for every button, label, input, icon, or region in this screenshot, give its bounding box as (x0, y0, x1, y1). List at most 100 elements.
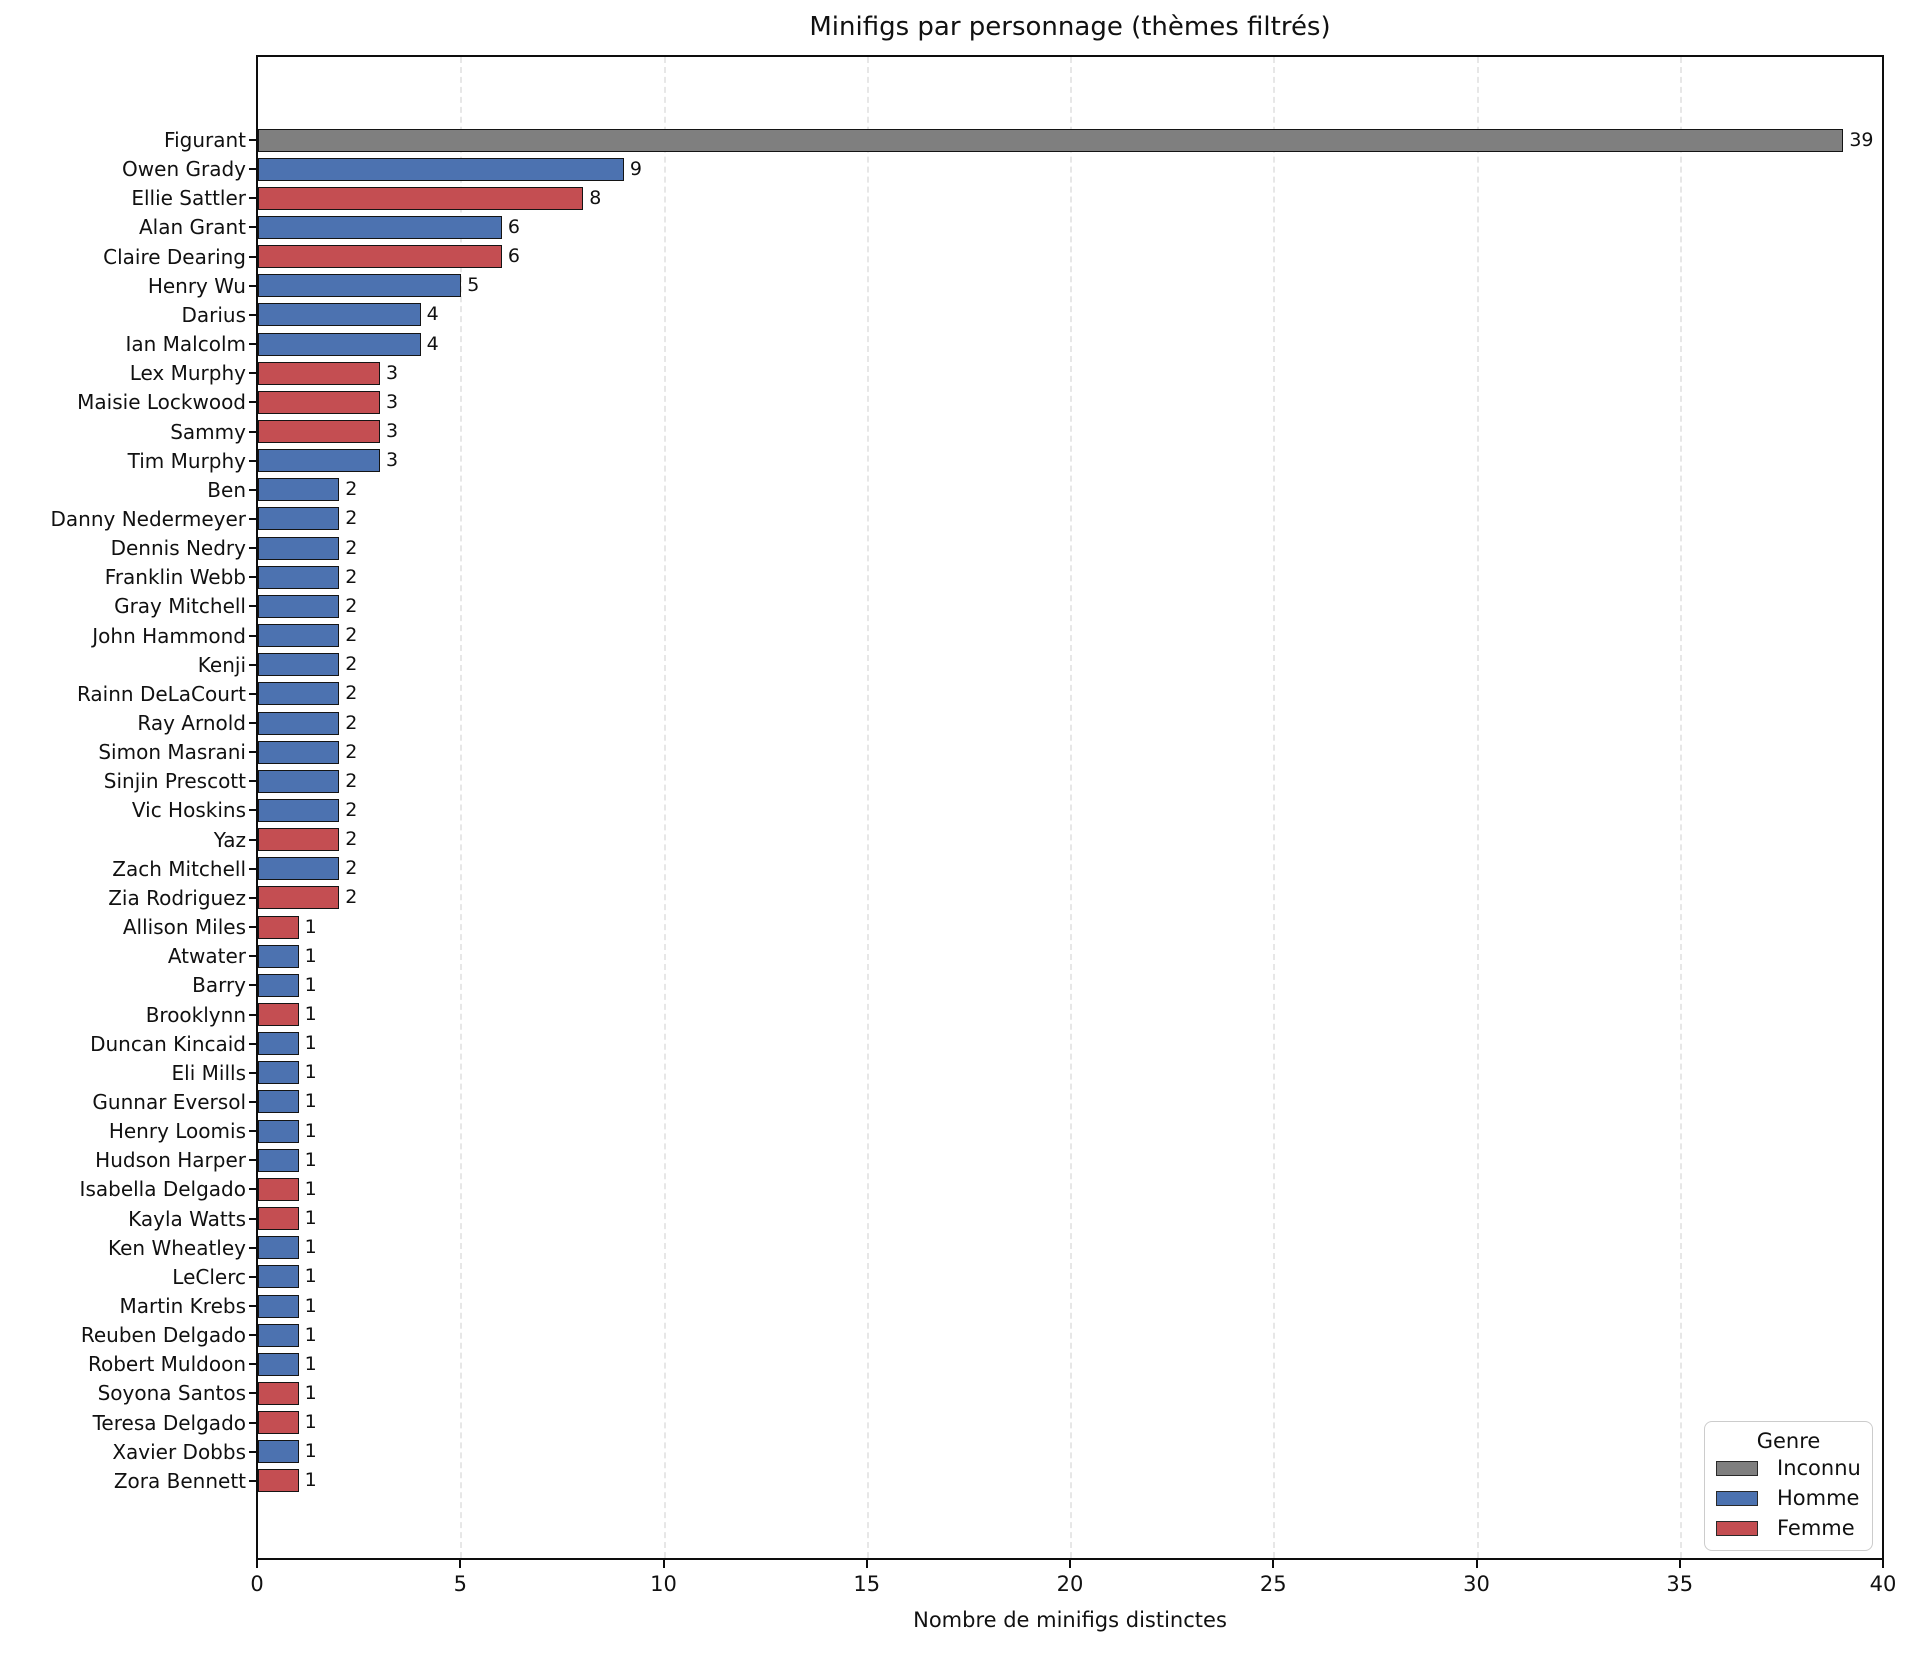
x-tick-mark (1475, 1560, 1478, 1568)
y-tick-mark (249, 1071, 257, 1074)
bar (258, 1440, 299, 1464)
value-label: 1 (304, 1090, 317, 1113)
x-tick-label: 15 (853, 1572, 881, 1596)
y-tick-mark (249, 1305, 257, 1307)
chart-title: Minifigs par personnage (thèmes filtrés) (809, 12, 1331, 42)
value-label: 1 (304, 1294, 317, 1317)
category-label: Henry Loomis (108, 1119, 246, 1144)
value-label: 1 (304, 1352, 317, 1375)
y-tick-mark (249, 1042, 257, 1045)
value-label: 3 (385, 361, 399, 384)
y-tick-mark (249, 430, 257, 433)
value-label: 3 (385, 449, 399, 472)
bar (258, 1119, 299, 1143)
category-label: Owen Grady (122, 157, 246, 182)
category-label: Xavier Dobbs (112, 1439, 246, 1464)
bar (258, 1236, 299, 1260)
bar (258, 245, 502, 269)
value-label: 1 (304, 1061, 317, 1084)
bar (258, 1090, 299, 1114)
y-tick-mark (249, 1188, 257, 1191)
legend-swatch-inconnu (1716, 1460, 1758, 1476)
y-tick-mark (249, 1363, 257, 1366)
value-label: 2 (345, 653, 358, 676)
x-tick-mark (1882, 1560, 1884, 1568)
category-label: Dennis Nedry (110, 536, 246, 561)
category-label: Alan Grant (138, 215, 246, 240)
value-label: 1 (304, 1323, 317, 1346)
category-label: John Hammond (92, 623, 246, 648)
category-label: Henry Wu (147, 273, 246, 298)
bar (258, 478, 340, 502)
value-label: 2 (345, 740, 358, 763)
category-label: Danny Nedermeyer (50, 506, 247, 531)
bar (258, 1294, 299, 1318)
category-label: Isabella Delgado (79, 1177, 246, 1202)
category-label: Robert Muldoon (88, 1352, 246, 1377)
y-tick-mark (249, 1421, 257, 1424)
y-tick-mark (249, 313, 257, 316)
y-tick-mark (249, 547, 257, 550)
category-label: Hudson Harper (95, 1148, 246, 1173)
bar (258, 507, 340, 531)
category-label: Rainn DeLaCourt (76, 681, 246, 706)
legend: Genre Inconnu Homme Femme (1704, 1421, 1873, 1551)
legend-label: Femme (1777, 1516, 1855, 1540)
category-label: Ken Wheatley (107, 1235, 246, 1260)
y-tick-mark (249, 1159, 257, 1162)
value-label: 2 (345, 828, 358, 851)
value-label: 39 (1849, 128, 1874, 151)
value-label: 2 (345, 798, 358, 821)
legend-entry: Inconnu (1705, 1453, 1872, 1483)
value-label: 1 (304, 1119, 317, 1142)
category-label: Simon Masrani (98, 740, 246, 765)
gridline-x-40 (1883, 57, 1884, 1558)
category-label: Duncan Kincaid (90, 1031, 246, 1056)
value-label: 2 (345, 682, 358, 705)
y-tick-mark (249, 663, 257, 666)
bar (258, 1411, 299, 1435)
y-tick-mark (249, 1275, 257, 1278)
y-tick-mark (249, 838, 257, 841)
bar (258, 420, 380, 443)
bar (258, 594, 340, 618)
y-tick-mark (249, 896, 257, 899)
gridline-x-20 (1070, 57, 1072, 1558)
value-label: 2 (345, 565, 358, 588)
value-label: 1 (304, 1148, 317, 1171)
category-label: Sammy (170, 419, 246, 444)
bar (258, 682, 340, 706)
bar (258, 973, 299, 997)
value-label: 2 (345, 478, 358, 501)
y-tick-mark (249, 1013, 257, 1016)
bar (258, 390, 380, 414)
x-tick-label: 20 (1056, 1572, 1084, 1596)
bar (258, 157, 624, 181)
value-label: 2 (345, 711, 358, 734)
value-label: 2 (345, 536, 358, 559)
y-tick-mark (249, 168, 257, 171)
category-label: Allison Miles (122, 915, 246, 940)
value-label: 8 (589, 186, 602, 209)
value-label: 2 (345, 624, 358, 647)
y-tick-mark (249, 1392, 257, 1395)
legend-swatch-femme (1716, 1520, 1758, 1536)
category-label: Gunnar Eversol (92, 1089, 246, 1114)
category-label: Darius (181, 302, 246, 327)
bar (258, 332, 421, 356)
y-tick-mark (249, 517, 257, 520)
value-label: 1 (304, 1032, 317, 1055)
bar (258, 303, 421, 327)
y-tick-mark (249, 1450, 257, 1453)
category-label: Ellie Sattler (131, 186, 246, 211)
bar (258, 1381, 299, 1405)
bar (258, 886, 340, 910)
x-tick-mark (256, 1560, 258, 1568)
bar (258, 215, 502, 239)
value-label: 2 (345, 769, 358, 792)
y-tick-mark (249, 1217, 257, 1220)
legend-label: Inconnu (1777, 1456, 1861, 1480)
y-tick-mark (249, 1130, 257, 1133)
category-label: Eli Mills (171, 1060, 246, 1085)
